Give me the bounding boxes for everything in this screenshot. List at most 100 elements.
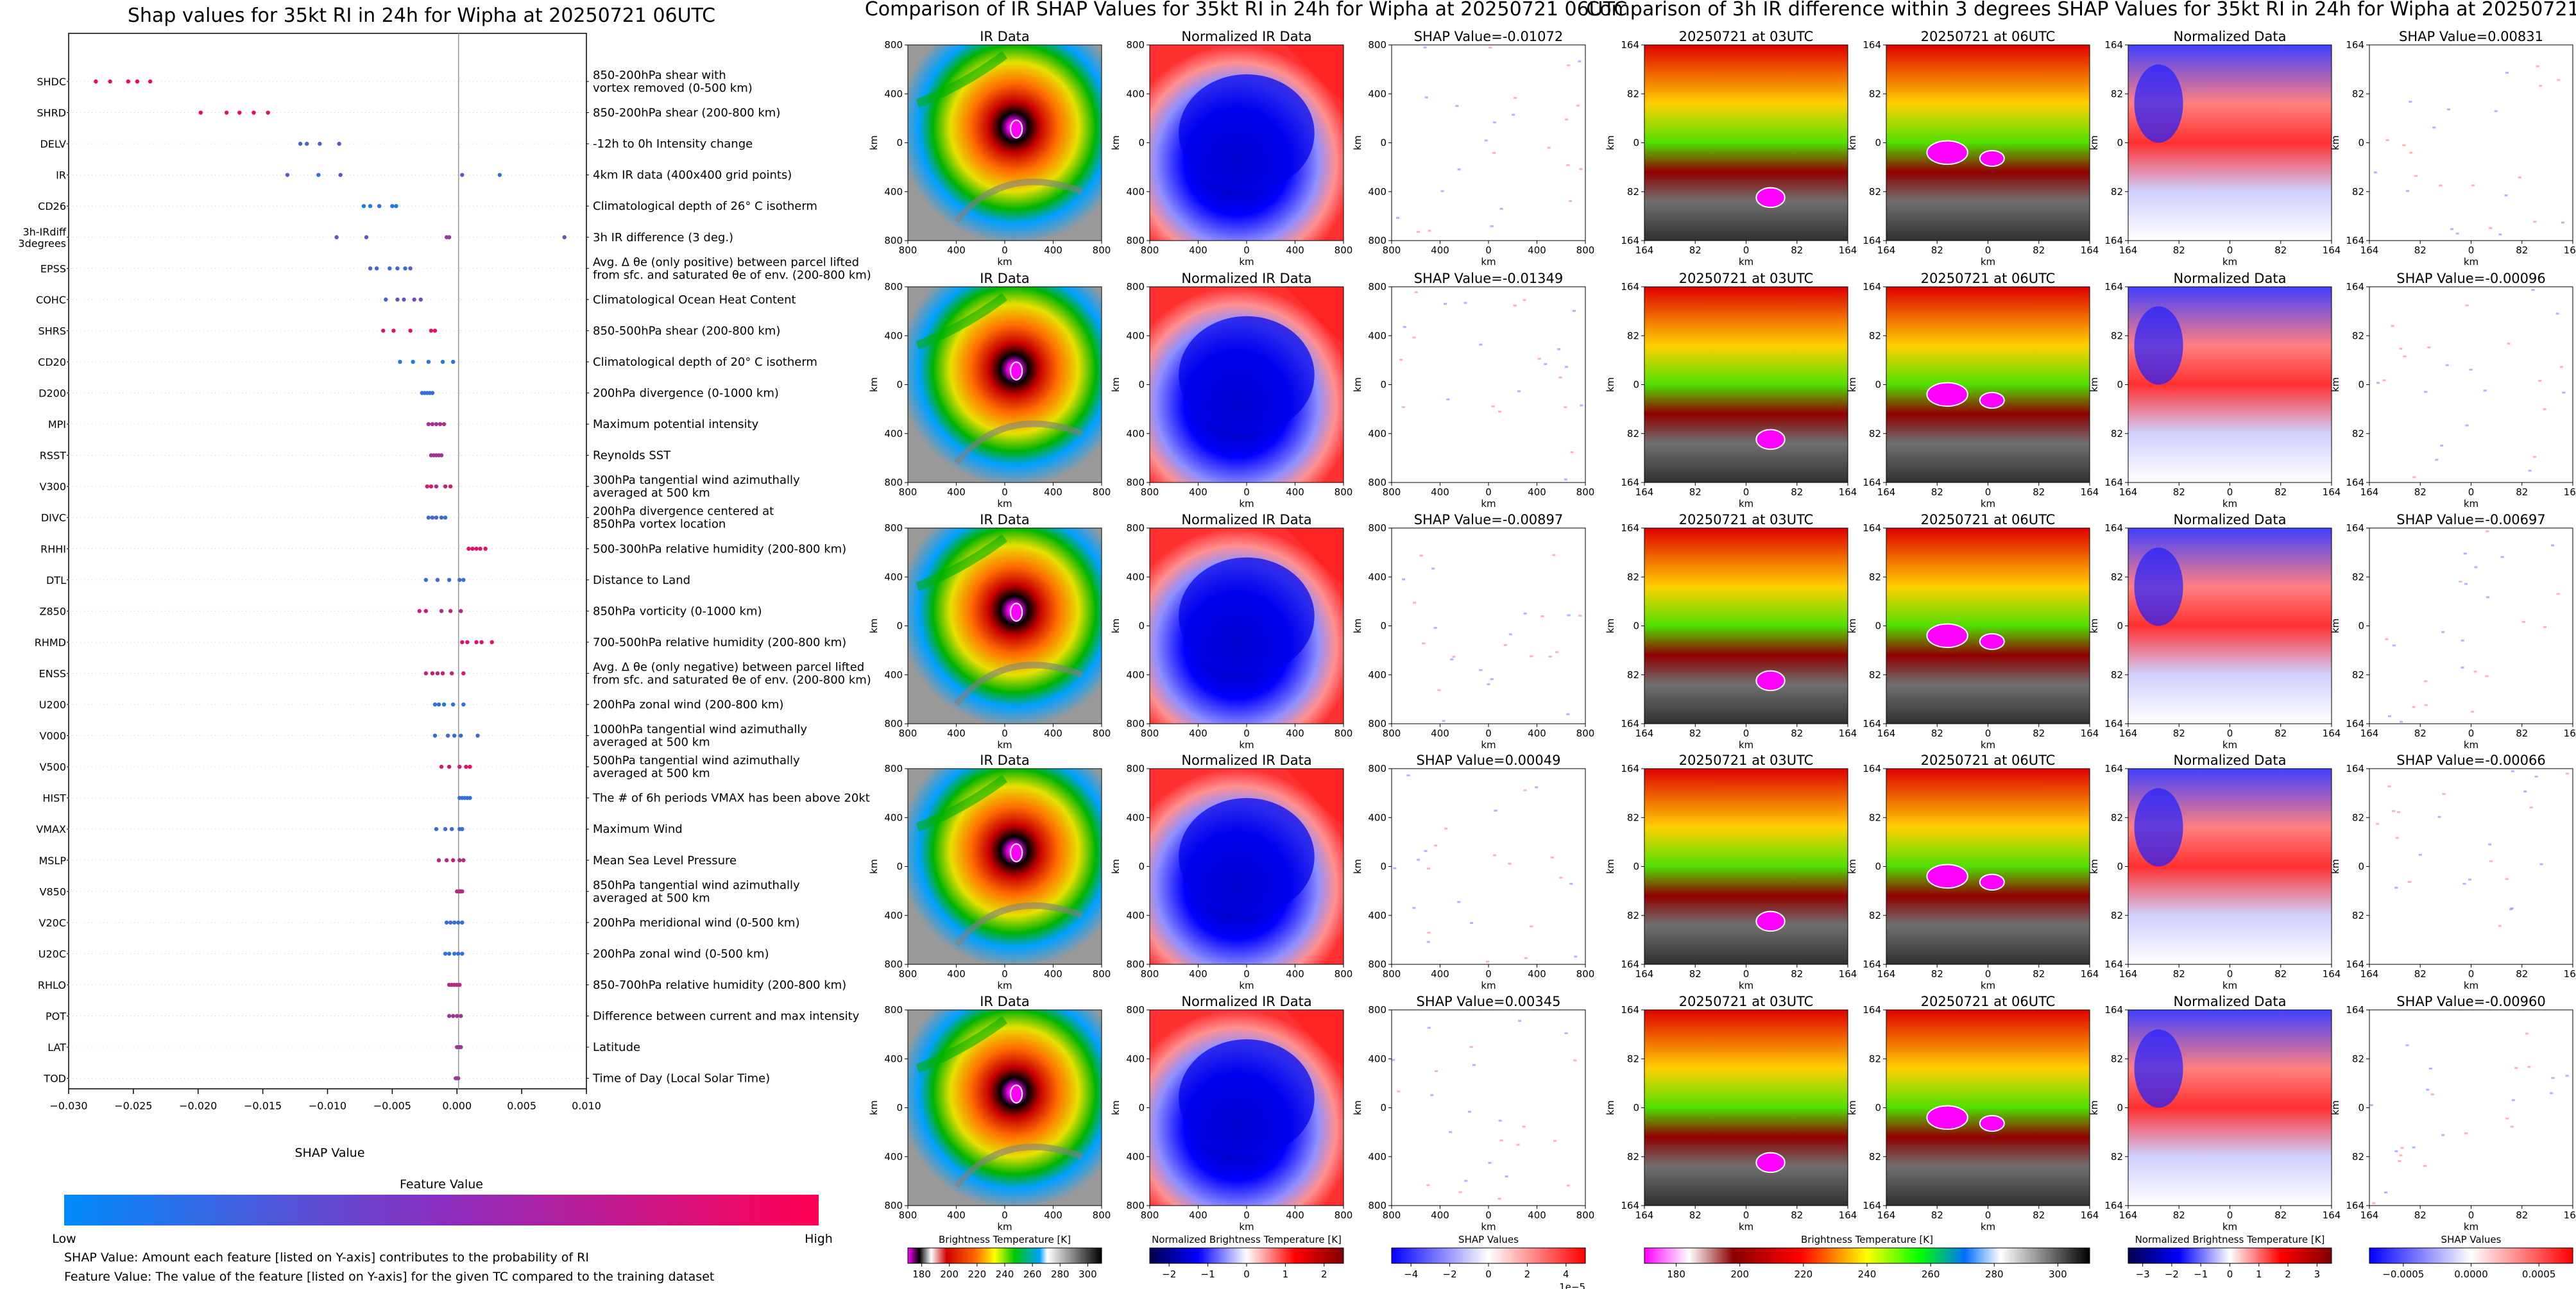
shap-speck xyxy=(1458,1191,1462,1193)
tick-label: 82 xyxy=(1869,571,1881,583)
tick-label: 800 xyxy=(899,728,917,739)
feature-description: 200hPa zonal wind (0-500 km) xyxy=(593,947,769,960)
tick-label: 82 xyxy=(2111,669,2123,681)
tick-label: 82 xyxy=(1931,1209,1943,1221)
shap-speck xyxy=(2523,790,2527,793)
subplot-title: SHAP Value=-0.00697 xyxy=(2396,512,2546,527)
subplot: SHAP Value=-0.00066164164828200828216416… xyxy=(2330,753,2576,991)
storm-core xyxy=(1926,623,1968,649)
tick-label: 800 xyxy=(884,235,903,246)
tick-label: 800 xyxy=(1576,728,1595,739)
shap-speck xyxy=(1513,304,1517,307)
subplot: 20250721 at 06UTC1641648282008282164164k… xyxy=(1847,512,2099,751)
shap-speck xyxy=(1580,404,1583,407)
ir-diff-image xyxy=(1644,769,1848,964)
storm-eye xyxy=(1010,361,1023,380)
feature-description: 300hPa tangential wind azimuthally xyxy=(593,474,800,487)
tick-label: 0 xyxy=(1243,968,1250,980)
shap-speck xyxy=(1444,827,1448,830)
shap-point xyxy=(305,141,309,146)
subplot: Normalized Data1641648282008282164164kmk… xyxy=(2088,271,2341,509)
axis-label-x: km xyxy=(2464,980,2478,991)
tick-label: 400 xyxy=(1126,428,1145,440)
shap-speck xyxy=(1579,167,1583,170)
tick-label: 400 xyxy=(1368,428,1386,440)
tick-label: 164 xyxy=(1621,281,1639,293)
tick-label: 164 xyxy=(2104,235,2123,246)
shap-point xyxy=(224,110,229,115)
subplot: Normalized IR Data8008004004000040040080… xyxy=(1110,271,1352,509)
shap-speck xyxy=(2384,1191,2388,1194)
subplot-title: SHAP Value=0.00049 xyxy=(1417,753,1561,768)
shap-speck xyxy=(2511,770,2514,773)
feature-row: U200 200hPa zonal wind (200-800 km) xyxy=(39,698,784,712)
axis-label-x: km xyxy=(1739,980,1753,991)
tick-label: 0 xyxy=(2117,620,2123,632)
tick-label: 800 xyxy=(1141,1209,1159,1221)
axis-label-y: km xyxy=(1847,859,1858,874)
tick-label: 82 xyxy=(1869,812,1881,823)
tick-label: 400 xyxy=(1126,812,1145,823)
ir-image xyxy=(908,769,1102,964)
tick-label: 164 xyxy=(2346,39,2364,51)
tick-label: 82 xyxy=(1627,88,1639,99)
tick-label: 82 xyxy=(2173,486,2185,498)
shap-point xyxy=(434,422,439,427)
tick-label: 82 xyxy=(2033,728,2045,739)
tick-label: 400 xyxy=(884,1151,903,1163)
shap-point xyxy=(412,297,416,302)
storm-core xyxy=(1926,382,1968,407)
colorbar-tick-label: 240 xyxy=(996,1268,1014,1280)
shap-point xyxy=(377,204,382,209)
tick-label: 800 xyxy=(1126,281,1145,293)
shap-point xyxy=(388,266,392,271)
shap-speck xyxy=(1431,567,1435,570)
tick-label: 800 xyxy=(1141,968,1159,980)
shap-point xyxy=(126,79,131,84)
colorbar-label: Normalized Brightness Temperature [K] xyxy=(1152,1234,1342,1245)
subplot-title: Normalized Data xyxy=(2174,29,2287,44)
shap-speck xyxy=(1573,1059,1577,1062)
shap-point xyxy=(429,329,434,333)
shap-speck xyxy=(2376,382,2380,384)
shap-point xyxy=(108,79,112,84)
axis-label-x: km xyxy=(1481,1221,1496,1233)
left-panel-title: Shap values for 35kt RI in 24h for Wipha… xyxy=(128,4,715,27)
axis-label-y: km xyxy=(1352,135,1363,150)
feature-description: averaged at 500 km xyxy=(593,736,710,749)
colorbar-tick-label: 4 xyxy=(1563,1268,1569,1280)
tick-label: 800 xyxy=(884,1004,903,1016)
tick-label: 82 xyxy=(1627,330,1639,341)
feature-row: IR 4km IR data (400x400 grid points) xyxy=(56,169,792,182)
colorbar-tick-label: 260 xyxy=(1922,1268,1940,1280)
shap-speck xyxy=(1479,669,1483,671)
feature-label: MPI xyxy=(48,418,66,431)
shap-point xyxy=(449,827,454,832)
x-tick-label: −0.030 xyxy=(49,1100,87,1112)
axis-label-y: km xyxy=(1847,135,1858,150)
shap-speck xyxy=(2400,1147,2404,1149)
tick-label: 800 xyxy=(1576,486,1595,498)
tick-label: 82 xyxy=(1791,244,1803,256)
tick-label: 164 xyxy=(2346,522,2364,534)
axis-label-y: km xyxy=(2088,859,2100,874)
subplot: Normalized IR Data8008004004000040040080… xyxy=(1110,994,1352,1233)
shap-speck xyxy=(1469,1046,1473,1048)
feature-label: U20C xyxy=(38,948,66,960)
ir-shap-row: IR Data80080040040000400400800800kmkmNor… xyxy=(868,29,1594,268)
axis-label-y: km xyxy=(868,1100,880,1115)
shap-point xyxy=(384,297,388,302)
tick-label: 0 xyxy=(1485,968,1492,980)
tick-label: 82 xyxy=(2352,88,2364,99)
colorbar-gradient xyxy=(2369,1247,2573,1264)
subplot: Normalized Data1641648282008282164164kmk… xyxy=(2088,512,2341,751)
shap-speck xyxy=(2418,853,2422,856)
shap-speck xyxy=(1417,858,1420,861)
shap-point xyxy=(464,764,468,769)
tick-label: 82 xyxy=(1931,244,1943,256)
shap-speck xyxy=(1564,406,1567,409)
subplot-title: IR Data xyxy=(980,271,1030,286)
subplot: 20250721 at 03UTC1641648282008282164164k… xyxy=(1605,271,1857,509)
shap-speck xyxy=(2394,1150,2398,1152)
shap-speck xyxy=(2464,583,2468,585)
